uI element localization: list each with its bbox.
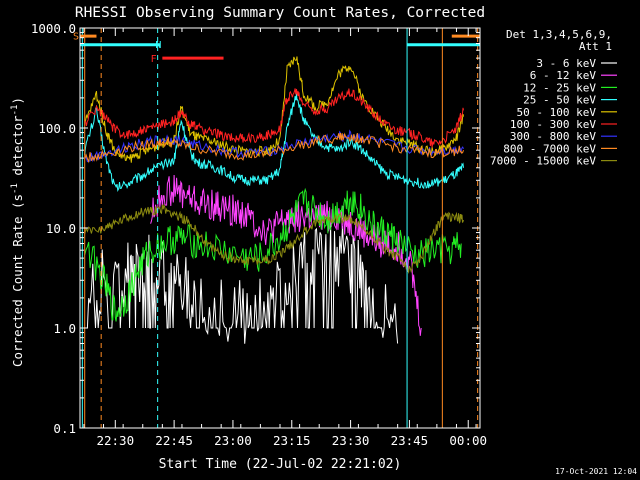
legend-label: 100 - 300 keV	[510, 118, 596, 131]
series-line-5	[84, 88, 464, 148]
legend-label: 800 - 7000 keV	[503, 142, 596, 155]
series-line-3	[84, 93, 464, 193]
plot-area	[84, 56, 464, 344]
y-tick-label: 100.0	[38, 121, 76, 136]
marker-label-2: F	[151, 54, 157, 65]
marker-label-1: N	[155, 40, 161, 51]
y-tick-label: 0.1	[53, 421, 76, 436]
series-line-8	[84, 203, 464, 274]
x-axis-label: Start Time (22-Jul-02 22:21:02)	[159, 457, 402, 472]
x-tick-label: 22:30	[96, 433, 134, 448]
legend-label: 50 - 100 keV	[517, 106, 597, 119]
legend-label: 12 - 25 keV	[523, 81, 596, 94]
series-line-0	[84, 223, 399, 344]
y-tick-label: 10.0	[46, 221, 76, 236]
legend-header: Det 1,3,4,5,6,9,	[506, 28, 612, 41]
axes: 0.1 1.0 10.0 100.0 1000.0 22:30 22:45 23:00 23:1…	[31, 21, 487, 448]
marker-label-0: S	[73, 32, 79, 43]
chart-title: RHESSI Observing Summary Count Rates, Co…	[75, 5, 485, 21]
legend-label: 25 - 50 keV	[523, 94, 596, 107]
x-tick-label: 00:00	[449, 433, 487, 448]
series-line-2	[84, 187, 462, 322]
y-axis-label: Corrected Count Rate (s-1 detector-1)	[10, 97, 25, 367]
legend-label: 3 - 6 keV	[536, 57, 596, 70]
legend-label: 6 - 12 keV	[530, 69, 597, 82]
legend-header: Att 1	[579, 40, 612, 53]
x-tick-label: 23:00	[214, 433, 252, 448]
y-tick-label: 1000.0	[31, 21, 76, 36]
series-line-7	[84, 132, 464, 164]
x-tick-label: 23:30	[332, 433, 370, 448]
x-tick-label: 22:45	[155, 433, 193, 448]
legend-label: 300 - 800 keV	[510, 130, 596, 143]
x-tick-label: 23:15	[273, 433, 311, 448]
y-tick-label: 1.0	[53, 321, 76, 336]
legend-label: 7000 - 15000 keV	[490, 155, 596, 168]
timestamp: 17-Oct-2021 12:04	[555, 467, 637, 476]
x-tick-label: 23:45	[391, 433, 429, 448]
